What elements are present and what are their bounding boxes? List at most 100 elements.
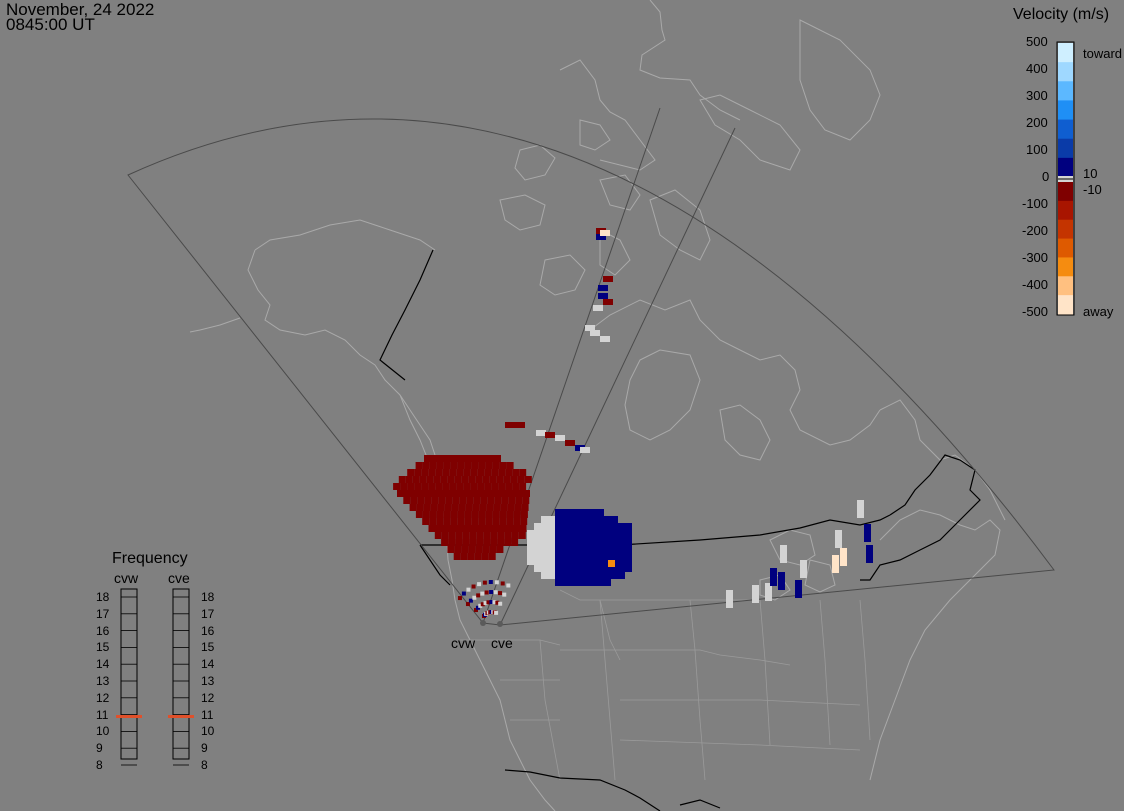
scatter-cell (418, 490, 425, 497)
scatter-cell (618, 558, 625, 565)
scatter-cell (590, 537, 597, 544)
colorbar-toward-segment (1058, 157, 1073, 178)
scatter-cell (458, 504, 466, 511)
scatter-cell (488, 553, 496, 560)
scatter-cell (562, 579, 569, 586)
scatter-cell (469, 532, 477, 539)
scatter-cell (590, 572, 597, 579)
scatter-cell (498, 601, 503, 606)
scatter-cell (428, 469, 436, 476)
scatter-cell (512, 483, 520, 490)
scatter-cell (445, 455, 452, 462)
scatter-cell (478, 518, 486, 525)
scatter-cell (467, 553, 475, 560)
frequency-tick-label-left: 12 (96, 690, 110, 705)
scatter-cell (445, 497, 453, 504)
scatter-cell (857, 500, 864, 518)
scatter-cell (541, 551, 548, 558)
scatter-cell (489, 600, 494, 605)
scatter-cell (452, 497, 460, 504)
scatter-cell (410, 497, 418, 504)
scatter-cell (517, 476, 525, 483)
scatter-cell (597, 558, 604, 565)
scatter-cell (505, 469, 513, 476)
scatter-cell (426, 476, 434, 483)
scatter-cell (611, 523, 618, 530)
scatter-cell (603, 299, 613, 305)
scatter-cell (562, 551, 569, 558)
scatter-cell (569, 572, 576, 579)
scatter-cell (490, 539, 498, 546)
colorbar-away-segment (1058, 219, 1073, 240)
scatter-cell (569, 551, 576, 558)
scatter-cell (534, 530, 541, 537)
scatter-cell (569, 516, 576, 523)
scatter-cell (425, 490, 432, 497)
scatter-cell (443, 462, 451, 469)
scatter-cell (429, 462, 437, 469)
scatter-cell (447, 546, 455, 553)
scatter-cell (499, 462, 507, 469)
scatter-cell (498, 469, 506, 476)
velocity-small-tick-label: 10 (1083, 166, 1098, 181)
velocity-small-tick-label: -10 (1083, 182, 1102, 197)
scatter-cell (490, 532, 498, 539)
scatter-cell (492, 518, 500, 525)
scatter-cell (600, 230, 610, 236)
scatter-cell (603, 276, 613, 282)
scatter-cell (576, 523, 583, 530)
scatter-cell (414, 483, 422, 490)
scatter-cell (474, 553, 482, 560)
velocity-tick-label: -100 (1022, 196, 1049, 211)
frequency-tick-label-left: 9 (96, 741, 103, 756)
frequency-tick-label-left: 16 (96, 623, 110, 638)
scatter-cell (466, 587, 471, 592)
scatter-cell (536, 430, 546, 436)
scatter-cell (495, 600, 500, 605)
scatter-cell (562, 565, 569, 572)
scatter-cell (505, 483, 513, 490)
scatter-cell (449, 469, 457, 476)
scatter-cell (449, 483, 457, 490)
scatter-cell (726, 590, 733, 608)
radar-site-label-cve: cve (491, 635, 513, 651)
scatter-cell (541, 516, 548, 523)
scatter-cell (778, 572, 785, 590)
scatter-cell (447, 476, 455, 483)
scatter-cell (498, 591, 503, 596)
scatter-cell (576, 530, 583, 537)
scatter-cell (429, 518, 437, 525)
scatter-cell (527, 537, 534, 544)
scatter-cell (499, 518, 507, 525)
scatter-cell (495, 490, 502, 497)
scatter-cell (541, 558, 548, 565)
scatter-cell (483, 539, 491, 546)
scatter-cell (463, 525, 471, 532)
scatter-cell (835, 530, 842, 548)
scatter-cell (562, 509, 569, 516)
scatter-cell (625, 565, 632, 572)
scatter-cell (457, 511, 465, 518)
scatter-cell (403, 497, 411, 504)
scatter-cell (471, 518, 479, 525)
scatter-cell (576, 572, 583, 579)
velocity-tick-label: 400 (1026, 61, 1048, 76)
scatter-cell (468, 476, 476, 483)
frequency-tick-label-right: 10 (201, 724, 215, 739)
velocity-colorbar (1056, 41, 1075, 316)
scatter-cell (555, 516, 562, 523)
scatter-cell (465, 602, 470, 607)
scatter-cell (583, 579, 590, 586)
frequency-tick-label-right: 9 (201, 741, 208, 756)
scatter-cell (562, 523, 569, 530)
scatter-cell (590, 558, 597, 565)
scatter-cell (421, 469, 429, 476)
scatter-cell (548, 572, 555, 579)
scatter-cell (625, 530, 632, 537)
scatter-cell (590, 544, 597, 551)
scatter-cell (404, 490, 411, 497)
scatter-cell (393, 483, 401, 490)
scatter-cell (555, 435, 565, 441)
scatter-cell (424, 455, 431, 462)
scatter-cell (483, 532, 491, 539)
